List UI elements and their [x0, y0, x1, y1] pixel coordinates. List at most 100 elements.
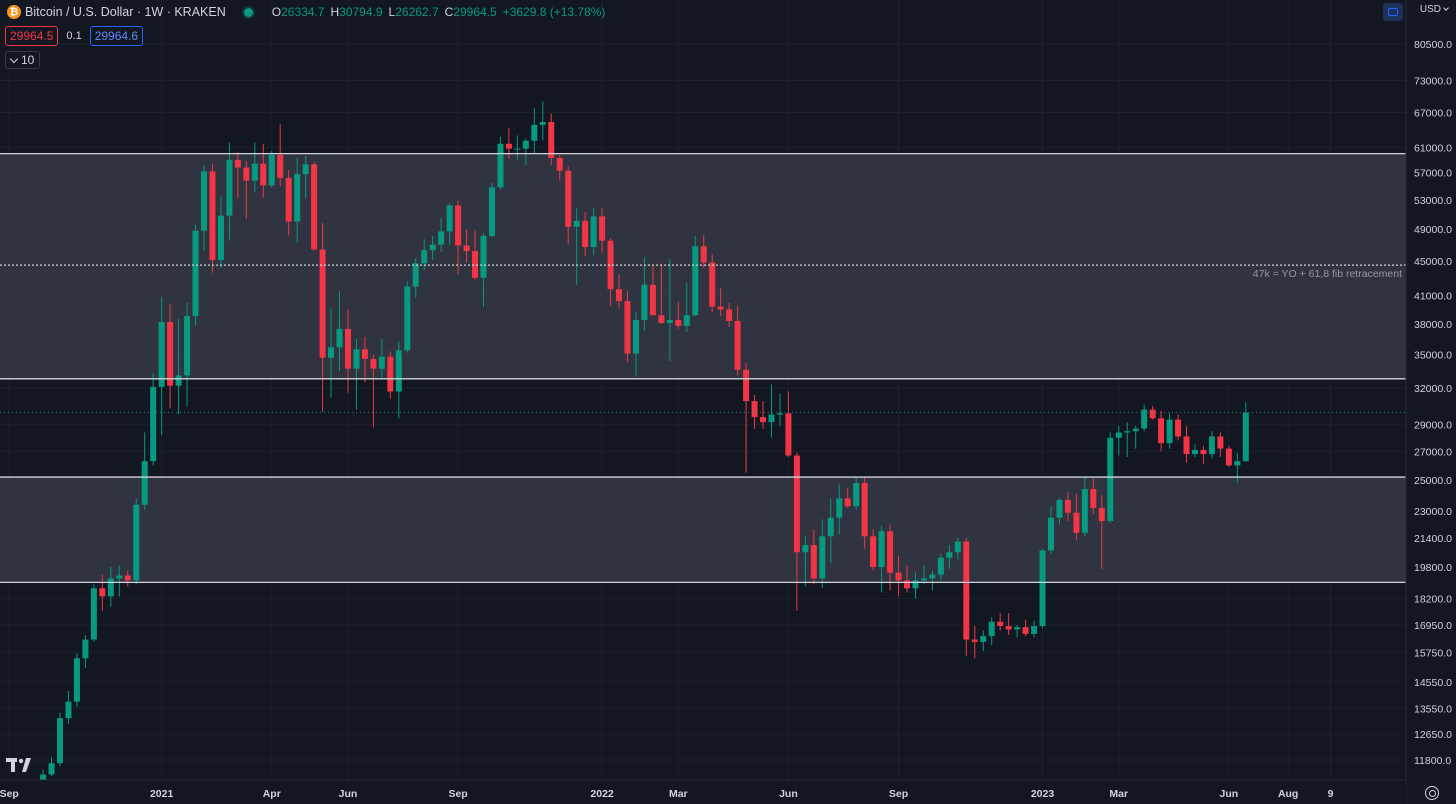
candle-body [920, 578, 927, 581]
candle [260, 143, 267, 198]
candle-body [1217, 436, 1224, 449]
candle [700, 235, 707, 268]
candle [133, 498, 140, 585]
candle [90, 584, 97, 642]
y-tick-label: 49000.0 [1414, 224, 1452, 236]
candle-body [599, 216, 606, 241]
candle-body [48, 763, 55, 775]
settings-icon[interactable] [1425, 786, 1439, 800]
candle-body [785, 413, 792, 456]
candle-body [988, 621, 995, 637]
candle [1183, 425, 1190, 463]
candle-body [1183, 436, 1190, 455]
candle-body [1242, 412, 1249, 462]
candle [1031, 620, 1038, 638]
candle-body [700, 246, 707, 263]
y-tick-label: 45000.0 [1414, 256, 1452, 268]
candle [946, 545, 953, 569]
candle [1175, 414, 1182, 441]
x-tick-label: Jun [1220, 788, 1239, 800]
candle-body [1039, 550, 1046, 627]
candle [582, 212, 589, 256]
buy-button[interactable]: 29964.6 [89, 26, 144, 46]
candle-body [455, 205, 462, 246]
candle-body [472, 251, 479, 278]
indicators-toggle-button[interactable]: 10 [5, 51, 41, 69]
candle-body [99, 588, 106, 597]
candle [277, 124, 284, 187]
y-tick-label: 38000.0 [1414, 319, 1452, 331]
ohlc-open-label: O [271, 5, 282, 19]
candle [954, 538, 961, 560]
candle [124, 570, 131, 587]
candle [336, 291, 343, 371]
candle [370, 354, 377, 428]
y-tick-label: 14550.0 [1414, 677, 1452, 689]
candle [760, 401, 767, 429]
market-status-icon[interactable] [243, 7, 253, 17]
symbol-title[interactable]: Bitcoin / U.S. Dollar · 1W · KRAKEN [25, 5, 226, 19]
candle-body [82, 639, 89, 659]
x-tick-label: Sep [0, 788, 19, 800]
candle-body [438, 231, 445, 245]
candle-body [480, 236, 487, 278]
y-tick-label: 29000.0 [1414, 420, 1452, 432]
x-tick-label: Sep [889, 788, 908, 800]
candle [531, 108, 538, 154]
candle [709, 254, 716, 313]
candle [1005, 613, 1012, 635]
candle [1124, 422, 1131, 457]
fullscreen-button[interactable] [1383, 3, 1403, 21]
candle-body [497, 143, 504, 188]
candle [743, 363, 750, 473]
candle [827, 498, 834, 564]
candle [514, 135, 521, 161]
candle [963, 538, 970, 656]
y-tick-label: 11800.0 [1414, 755, 1451, 767]
ohlc-close-label: C [444, 5, 454, 19]
candle [802, 536, 809, 587]
candle [912, 572, 919, 599]
candle-body [522, 140, 529, 149]
candle [1141, 404, 1148, 432]
candle-body [904, 580, 910, 589]
currency-label: USD [1419, 4, 1441, 15]
candle-body [734, 320, 741, 370]
candle [717, 288, 724, 317]
candle-body [1208, 436, 1215, 455]
price-zones [0, 153, 1406, 583]
y-tick-label: 12650.0 [1414, 729, 1452, 741]
ohlc-low-label: L [388, 5, 396, 19]
candle-body [912, 580, 919, 589]
candle-body [302, 164, 309, 175]
sell-button[interactable]: 29964.5 [5, 26, 59, 46]
candle-body [632, 320, 639, 354]
candle-body [1014, 627, 1021, 630]
candle [175, 319, 182, 415]
candle [251, 142, 258, 192]
candle-body [124, 575, 131, 581]
candle-body [929, 574, 936, 579]
candle-body [946, 552, 953, 558]
currency-selector[interactable]: USD [1419, 4, 1449, 15]
candle-body [107, 578, 114, 597]
candle [294, 157, 301, 244]
y-tick-label: 53000.0 [1414, 195, 1452, 207]
candle-body [294, 174, 301, 222]
candle [692, 236, 699, 317]
y-tick-label: 41000.0 [1414, 291, 1452, 303]
candle-body [793, 455, 800, 553]
candle-body [200, 171, 207, 231]
candle [565, 166, 572, 245]
candle-body [760, 417, 767, 423]
candle [1090, 478, 1097, 515]
y-tick-label: 27000.0 [1414, 446, 1452, 458]
ohlc-change: +3629.8 (+13.78%) [502, 5, 606, 19]
candle [488, 182, 495, 237]
candle-body [980, 636, 987, 642]
candle-body [751, 401, 758, 418]
candle-body [548, 122, 555, 158]
tradingview-logo-icon[interactable] [6, 754, 36, 776]
chevron-down-icon [9, 54, 19, 63]
